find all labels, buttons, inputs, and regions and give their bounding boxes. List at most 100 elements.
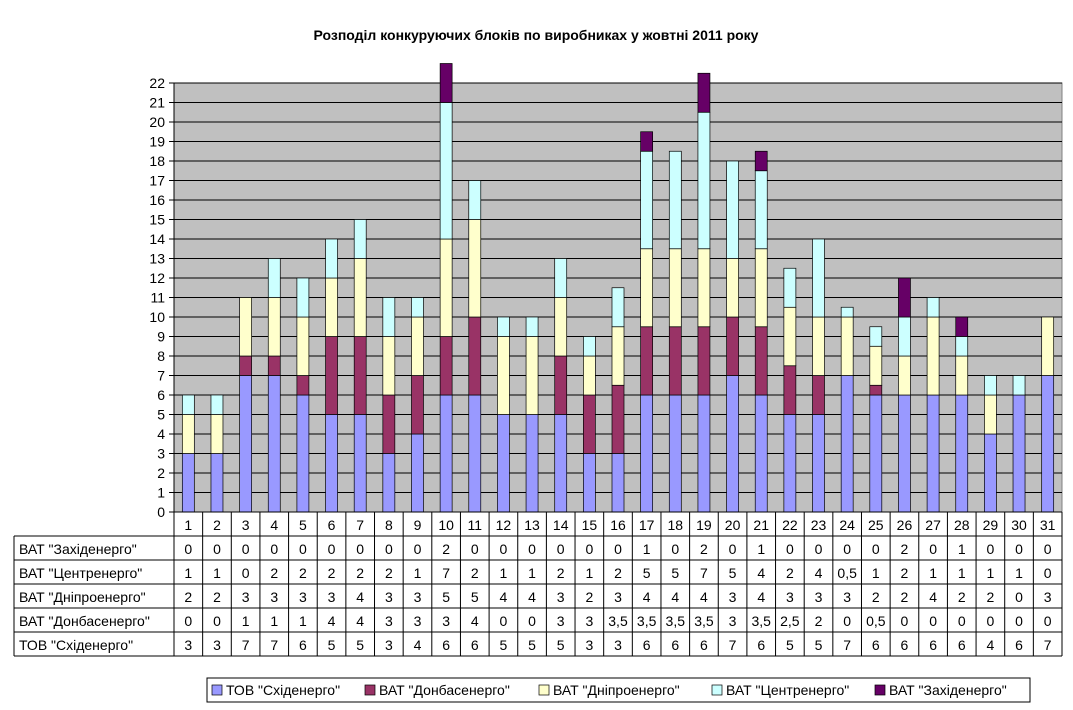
legend-swatch xyxy=(211,684,223,696)
table-value: 4 xyxy=(815,565,823,581)
data-table: 1 2 3 4 5 6 7 8 9 10 11 12 13 14 15 16 17 18 19 20 21 22 23 24 2… xyxy=(13,511,1063,657)
table-value: 0 xyxy=(1015,541,1023,557)
table-value: 2 xyxy=(815,613,823,629)
table-value: 6 xyxy=(442,637,450,653)
y-tick-label: 16 xyxy=(149,192,165,208)
category-label: 14 xyxy=(553,517,569,533)
bar-segment xyxy=(583,336,596,357)
table-value: 5 xyxy=(528,637,536,653)
table-value: 7 xyxy=(1044,637,1052,653)
category-label: 15 xyxy=(582,517,598,533)
bar-segment xyxy=(325,414,338,513)
table-value: 0 xyxy=(986,613,994,629)
bar-segment xyxy=(898,277,911,318)
bar-segment xyxy=(439,63,453,103)
bar-segment xyxy=(439,336,453,396)
bar-segment xyxy=(754,150,768,172)
legend-label: ВАТ "Центренерго" xyxy=(726,682,849,698)
bar-segment xyxy=(869,345,883,386)
table-value: 5 xyxy=(328,637,336,653)
table-value: 7 xyxy=(242,637,250,653)
table-value: 0 xyxy=(872,541,880,557)
category-label: 2 xyxy=(213,517,221,533)
y-tick-label: 11 xyxy=(150,290,165,306)
bar-segment xyxy=(955,336,969,357)
table-value: 3 xyxy=(270,589,278,605)
category-label: 22 xyxy=(782,517,798,533)
legend-label: ВАТ "Донбасенерго" xyxy=(379,682,510,698)
bar-segment xyxy=(267,355,281,376)
bar-segment xyxy=(554,258,568,298)
table-value: 1 xyxy=(757,541,765,557)
table-value: 0 xyxy=(328,541,336,557)
table-value: 0 xyxy=(557,541,565,557)
bar-segment xyxy=(181,394,195,415)
bar-segment xyxy=(382,297,396,337)
table-value: 1 xyxy=(270,613,278,629)
bar-segment xyxy=(783,414,797,513)
category-label: 16 xyxy=(610,517,626,533)
bar-segment xyxy=(554,414,568,513)
table-value: 2 xyxy=(471,565,479,581)
table-value: 3 xyxy=(442,613,450,629)
table-value: 1 xyxy=(500,565,508,581)
table-value: 5 xyxy=(643,565,651,581)
table-value: 4 xyxy=(643,589,651,605)
table-series-name: ВАТ "Дніпроенерго" xyxy=(19,589,146,605)
bar-segment xyxy=(611,287,625,328)
legend-swatch xyxy=(874,684,886,696)
table-value: 2 xyxy=(872,589,880,605)
table-value: 6 xyxy=(901,637,909,653)
table-value: 0 xyxy=(500,613,508,629)
bar-segment xyxy=(955,355,969,396)
category-label: 25 xyxy=(868,517,884,533)
table-value: 0 xyxy=(929,613,937,629)
bar-segment xyxy=(382,336,396,396)
bar-segment xyxy=(955,316,969,337)
category-label: 12 xyxy=(496,517,512,533)
table-series-name: ВАТ "Західенерго" xyxy=(19,541,137,557)
table-value: 6 xyxy=(1015,637,1023,653)
bar-segment xyxy=(239,355,252,376)
table-value: 1 xyxy=(414,565,422,581)
table-value: 0 xyxy=(356,541,364,557)
category-label: 27 xyxy=(925,517,941,533)
table-value: 4 xyxy=(757,589,765,605)
table-value: 3,5 xyxy=(666,613,686,629)
bar-segment xyxy=(439,238,453,337)
table-value: 0 xyxy=(1044,541,1052,557)
table-value: 0 xyxy=(500,541,508,557)
bar-segment xyxy=(468,180,482,220)
bar-segment xyxy=(783,306,797,367)
table-value: 7 xyxy=(270,637,278,653)
category-label: 28 xyxy=(954,517,970,533)
bar-segment xyxy=(181,414,195,454)
table-value: 0 xyxy=(528,541,536,557)
bar-segment xyxy=(812,375,825,415)
bar-segment xyxy=(726,316,739,376)
y-tick-label: 2 xyxy=(157,465,165,481)
bar-segment xyxy=(898,394,911,513)
table-value: 2 xyxy=(901,541,909,557)
table-value: 0 xyxy=(1015,613,1023,629)
bar-segment xyxy=(325,336,338,415)
table-value: 1 xyxy=(184,565,192,581)
bar-segment xyxy=(668,394,682,513)
table-value: 5 xyxy=(557,637,565,653)
table-value: 0 xyxy=(528,613,536,629)
y-tick-label: 15 xyxy=(149,212,165,228)
table-value: 5 xyxy=(671,565,679,581)
table-value: 2 xyxy=(901,565,909,581)
legend-label: ТОВ "Східенерго" xyxy=(226,682,340,698)
bar-segment xyxy=(267,258,281,298)
table-value: 2 xyxy=(986,589,994,605)
bar-segment xyxy=(840,306,854,318)
table-value: 5 xyxy=(356,637,364,653)
table-value: 4 xyxy=(757,565,765,581)
bar-segment xyxy=(898,355,911,396)
table-value: 3 xyxy=(385,637,393,653)
table-value: 3 xyxy=(414,613,422,629)
bar-segment xyxy=(497,414,510,513)
bar-segment xyxy=(754,248,768,328)
bar-segment xyxy=(640,150,653,250)
